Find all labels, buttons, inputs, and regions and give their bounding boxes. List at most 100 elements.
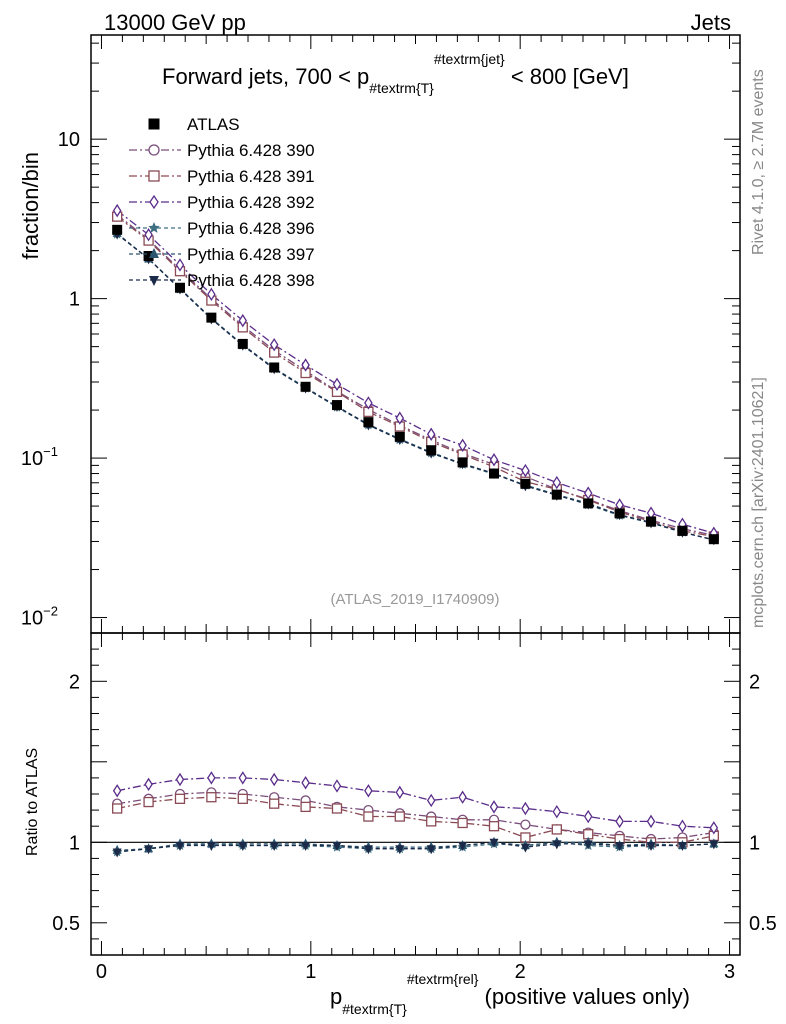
series-point-3: [364, 396, 373, 410]
y-tick-label: 10−2: [21, 604, 58, 630]
x-tick-label: 2: [515, 961, 526, 983]
y-tick-label: 10−1: [21, 444, 58, 470]
header-left: 13000 GeV pp: [104, 10, 246, 35]
y-tick-label: 10: [58, 129, 80, 151]
ratio-y-tick-label-right: 0.5: [749, 913, 777, 935]
y-axis-label-ratio: Ratio to ATLAS: [24, 748, 41, 856]
ratio-point-3: [238, 771, 248, 785]
ratio-point-3: [709, 821, 719, 835]
ratio-y-tick-label-right: 1: [749, 832, 760, 854]
ratio-point-2: [394, 811, 405, 822]
ratio-point-3: [678, 819, 687, 833]
rivet-label: Rivet 4.1.0, ≥ 2.7M events: [750, 69, 767, 255]
data-point: [489, 468, 500, 479]
data-point: [300, 381, 311, 392]
ratio-point-6: [458, 842, 468, 852]
series-point-3: [175, 258, 185, 272]
ratio-point-6: [363, 845, 373, 855]
ratio-point-6: [175, 842, 185, 852]
series-line-2: [116, 216, 714, 538]
ratio-point-1: [520, 819, 531, 830]
x-tick-label: 3: [724, 961, 735, 983]
ratio-point-6: [520, 843, 530, 853]
mcplots-label: mcplots.cern.ch [arXiv:2401.10621]: [750, 377, 767, 628]
ratio-panel-frame: [90, 632, 741, 956]
main-panel-axes: 10−2 10−1 1 10: [21, 35, 740, 633]
ratio-point-3: [395, 785, 405, 800]
ratio-point-6: [552, 840, 562, 850]
ratio-point-6: [269, 842, 279, 852]
data-point: [269, 362, 280, 373]
ratio-point-3: [583, 809, 593, 824]
y-tick-label: 1: [69, 289, 80, 311]
ratio-point-2: [551, 824, 562, 835]
data-point: [331, 400, 342, 411]
xlabel-post: (positive values only): [478, 984, 690, 1009]
series-point-3: [238, 313, 248, 328]
ratio-point-3: [489, 800, 499, 814]
ratio-line-2: [117, 796, 714, 843]
data-point: [520, 478, 531, 489]
ratio-point-2: [206, 792, 217, 803]
series-line-1: [116, 214, 714, 536]
ratio-point-2: [363, 811, 374, 822]
ratio-point-3: [269, 772, 279, 787]
legend-label: Pythia 6.428 396: [187, 219, 315, 238]
title-sub: #textrm{T}: [369, 80, 434, 96]
ratio-point-6: [238, 842, 248, 852]
legend-label: Pythia 6.428 398: [187, 271, 315, 290]
ratio-point-6: [709, 840, 719, 850]
legend-marker: [149, 276, 159, 286]
legend-label: Pythia 6.428 390: [187, 141, 315, 160]
ratio-point-2: [269, 798, 280, 809]
data-point: [174, 282, 185, 293]
ratio-point-2: [143, 796, 154, 808]
ratio-point-3: [426, 793, 436, 808]
xlabel-pre: p: [330, 984, 342, 1009]
ratio-point-6: [646, 842, 656, 852]
ratio-point-6: [677, 842, 687, 852]
legend: ATLAS Pythia 6.428 390 Pythia 6.428 391 Pyt…: [129, 115, 315, 290]
y-axis-label-main: fraction/bin: [18, 152, 43, 260]
legend-marker: [148, 118, 160, 130]
ratio-point-6: [112, 848, 122, 858]
series-point-3: [458, 438, 467, 452]
series-point-3: [269, 337, 279, 352]
ratio-y-tick-label: 2: [69, 671, 80, 693]
ratio-line-6: [117, 841, 714, 853]
ratio-point-6: [426, 845, 436, 855]
ratio-point-2: [174, 793, 186, 804]
ratio-point-2: [331, 803, 343, 814]
legend-label: Pythia 6.428 392: [187, 193, 315, 212]
ratio-point-6: [615, 842, 625, 852]
data-point: [646, 516, 657, 527]
ratio-point-2: [488, 821, 500, 832]
series-point-3: [332, 377, 342, 392]
ratio-point-3: [552, 804, 562, 819]
ratio-point-6: [301, 842, 311, 852]
ratio-point-2: [457, 817, 468, 829]
ratio-point-6: [332, 842, 342, 852]
data-point: [394, 431, 405, 442]
series-point-3: [207, 287, 216, 302]
ratio-point-6: [206, 842, 216, 852]
ratio-y-tick-label: 1: [69, 832, 80, 854]
series-point-3: [301, 358, 310, 372]
legend-marker: [149, 248, 159, 258]
legend-label: Pythia 6.428 397: [187, 245, 315, 264]
ratio-point-3: [521, 801, 530, 816]
analysis-tag: (ATLAS_2019_I1740909): [330, 591, 499, 608]
ratio-point-6: [583, 840, 593, 850]
ratio-point-3: [364, 784, 373, 798]
legend-marker: [148, 222, 160, 233]
xlabel-sub: #textrm{T}: [342, 1001, 407, 1017]
x-axis-label: p#textrm{T}#textrm{rel} (positive values…: [330, 971, 690, 1017]
ratio-point-3: [646, 814, 656, 829]
title-sup: #textrm{jet}: [434, 51, 505, 67]
legend-marker: [149, 194, 159, 210]
title-pre: Forward jets, 700 < p: [162, 64, 369, 89]
series-point-3: [489, 453, 499, 467]
legend-label: ATLAS: [187, 115, 240, 134]
x-tick-label: 0: [96, 961, 107, 983]
